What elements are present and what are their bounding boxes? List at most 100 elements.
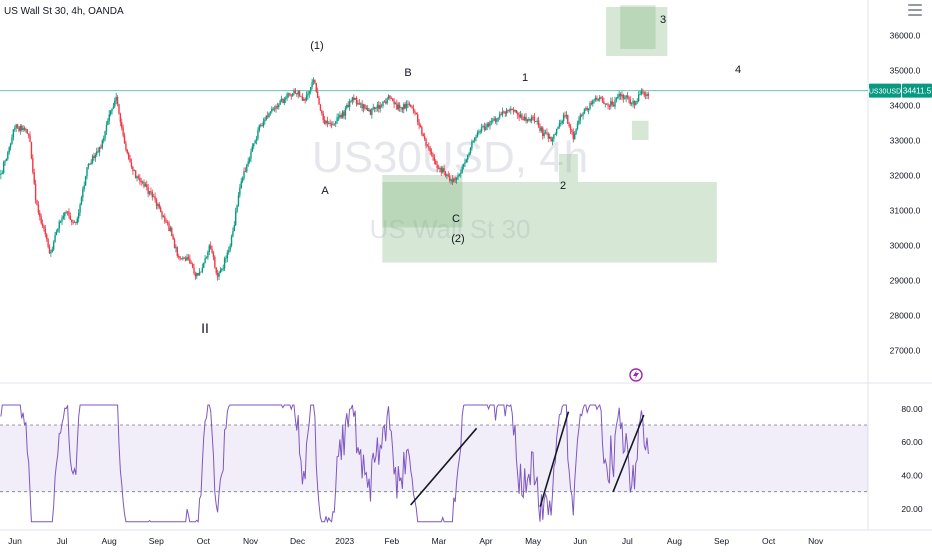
candle-body bbox=[264, 119, 266, 122]
candle-body bbox=[575, 129, 577, 134]
candle-body bbox=[58, 221, 60, 229]
candle-body bbox=[617, 96, 619, 99]
target-zone-2 bbox=[559, 154, 578, 182]
time-tick-label: Nov bbox=[808, 536, 824, 546]
candle-body bbox=[348, 101, 351, 108]
candle-body bbox=[111, 108, 113, 111]
candle-body bbox=[266, 115, 269, 117]
candle-body bbox=[222, 268, 224, 270]
candle-body bbox=[69, 216, 72, 220]
candle-body bbox=[37, 204, 40, 213]
candle-body bbox=[512, 109, 515, 112]
candle-body bbox=[347, 105, 349, 108]
candle-body bbox=[172, 235, 174, 240]
candle-body bbox=[604, 103, 606, 105]
candle-body bbox=[159, 207, 162, 213]
candle-body bbox=[241, 178, 244, 182]
candle-body bbox=[325, 120, 327, 124]
candle-body bbox=[26, 129, 28, 134]
candle-body bbox=[141, 181, 144, 183]
candle-body bbox=[130, 162, 133, 167]
target-zone-1 bbox=[382, 175, 463, 228]
candle-body bbox=[411, 107, 413, 109]
time-tick-label: 2023 bbox=[335, 536, 354, 546]
candle-body bbox=[533, 116, 536, 122]
candle-body bbox=[72, 221, 74, 223]
candle-body bbox=[318, 98, 320, 105]
candle-body bbox=[215, 267, 217, 273]
candle-body bbox=[180, 258, 183, 260]
candle-body bbox=[261, 125, 263, 126]
candle-body bbox=[475, 136, 477, 139]
candle-body bbox=[179, 256, 181, 259]
candle-body bbox=[155, 199, 158, 206]
candle-body bbox=[423, 136, 426, 139]
candle-body bbox=[330, 124, 333, 125]
candle-body bbox=[27, 133, 30, 136]
candle-body bbox=[305, 95, 308, 101]
candle-body bbox=[540, 127, 543, 131]
candle-body bbox=[236, 205, 238, 212]
candle-body bbox=[639, 93, 641, 96]
candle-body bbox=[265, 115, 267, 120]
candle-body bbox=[612, 104, 615, 107]
candle-body bbox=[479, 131, 481, 133]
candle-body bbox=[254, 140, 256, 144]
candle-body bbox=[114, 100, 116, 107]
candle-body bbox=[122, 127, 124, 136]
candle-body bbox=[383, 101, 386, 103]
candle-body bbox=[76, 218, 78, 223]
candle-body bbox=[273, 108, 276, 110]
rsi-band bbox=[0, 425, 868, 492]
candle-body bbox=[109, 110, 112, 115]
candle-body bbox=[43, 226, 45, 229]
time-tick-label: Dec bbox=[290, 536, 306, 546]
candle-body bbox=[517, 112, 519, 115]
candle-body bbox=[344, 108, 347, 116]
candle-body bbox=[546, 132, 548, 134]
target-zone-5 bbox=[632, 120, 649, 140]
candle-body bbox=[414, 111, 416, 113]
candle-body bbox=[66, 211, 69, 213]
price-tick-label: 36000.0 bbox=[890, 31, 921, 41]
candle-body bbox=[240, 181, 242, 188]
candle-body bbox=[554, 133, 556, 135]
time-tick-label: Sep bbox=[714, 536, 729, 546]
candle-body bbox=[77, 212, 80, 219]
hamburger-icon[interactable] bbox=[904, 2, 926, 18]
candle-body bbox=[572, 132, 575, 140]
candle-body bbox=[430, 151, 433, 154]
candle-body bbox=[444, 171, 447, 176]
candle-body bbox=[4, 160, 6, 163]
price-tick-label: 29000.0 bbox=[890, 276, 921, 286]
candle-body bbox=[314, 79, 316, 84]
candle-body bbox=[386, 98, 388, 104]
candle-body bbox=[197, 273, 199, 276]
candle-body bbox=[426, 145, 429, 147]
price-tick-label: 31000.0 bbox=[890, 206, 921, 216]
wave-label: (2) bbox=[451, 233, 464, 245]
candle-body bbox=[343, 111, 345, 116]
rsi-trendline-2 bbox=[612, 414, 645, 492]
candle-body bbox=[567, 115, 569, 124]
candle-body bbox=[101, 140, 103, 148]
candle-body bbox=[415, 112, 418, 115]
candle-body bbox=[497, 117, 499, 119]
candle-body bbox=[421, 127, 423, 135]
candle-body bbox=[322, 113, 324, 121]
candle-body bbox=[571, 130, 573, 133]
candle-body bbox=[47, 239, 49, 247]
candle-body bbox=[239, 187, 241, 196]
candle-body bbox=[61, 218, 63, 222]
candle-body bbox=[496, 118, 498, 122]
candle-body bbox=[543, 133, 545, 137]
candle-body bbox=[211, 248, 213, 253]
candle-body bbox=[603, 101, 605, 105]
candle-body bbox=[528, 119, 530, 120]
candle-body bbox=[22, 128, 24, 131]
time-tick-label: Jun bbox=[573, 536, 587, 546]
candle-body bbox=[549, 136, 551, 139]
rsi-tick-label: 20.00 bbox=[901, 504, 923, 514]
